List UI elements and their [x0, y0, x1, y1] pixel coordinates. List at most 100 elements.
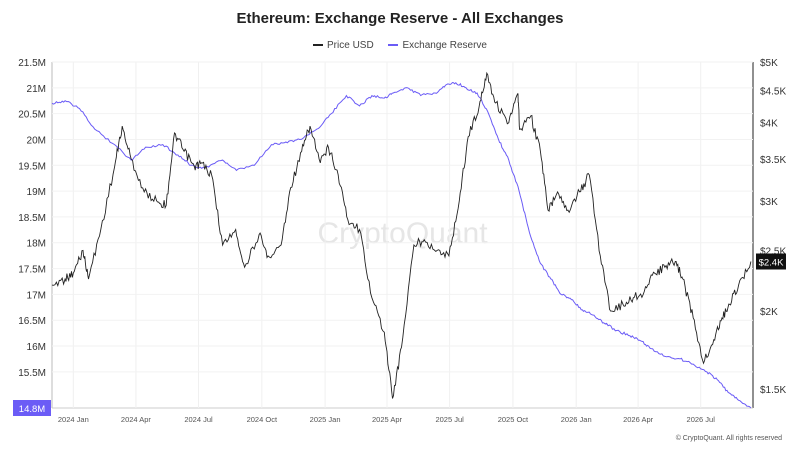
price-point[interactable] — [663, 266, 666, 269]
reserve-point[interactable] — [392, 91, 395, 94]
price-point[interactable] — [327, 146, 330, 149]
price-point[interactable] — [436, 249, 439, 252]
price-point[interactable] — [494, 101, 497, 104]
price-point[interactable] — [234, 228, 237, 231]
reserve-point[interactable] — [130, 159, 133, 162]
price-point[interactable] — [412, 244, 415, 247]
reserve-point[interactable] — [476, 91, 479, 94]
legend-item-reserve[interactable]: Exchange Reserve — [388, 40, 487, 51]
series-line-exchange-reserve[interactable] — [51, 81, 752, 409]
price-point[interactable] — [692, 316, 695, 319]
price-point[interactable] — [243, 266, 246, 269]
price-point[interactable] — [87, 278, 90, 281]
price-point[interactable] — [478, 105, 481, 108]
reserve-point[interactable] — [486, 110, 489, 113]
price-point[interactable] — [64, 278, 67, 281]
price-point[interactable] — [681, 278, 684, 281]
price-point[interactable] — [609, 310, 612, 313]
price-point[interactable] — [267, 254, 270, 257]
price-point[interactable] — [566, 209, 569, 212]
price-point[interactable] — [749, 260, 752, 263]
reserve-point[interactable] — [383, 97, 386, 100]
price-point[interactable] — [346, 218, 349, 221]
price-point[interactable] — [51, 284, 54, 287]
price-point[interactable] — [702, 362, 705, 365]
price-point[interactable] — [556, 190, 559, 193]
reserve-point[interactable] — [628, 334, 631, 337]
price-point[interactable] — [599, 254, 602, 257]
price-point[interactable] — [173, 132, 176, 135]
price-point[interactable] — [391, 397, 394, 400]
reserve-point[interactable] — [716, 378, 719, 381]
price-point[interactable] — [165, 204, 168, 207]
reserve-point[interactable] — [737, 399, 740, 402]
reserve-point[interactable] — [298, 138, 301, 141]
price-point[interactable] — [712, 338, 715, 341]
price-point[interactable] — [300, 150, 303, 153]
reserve-point[interactable] — [507, 159, 510, 162]
price-point[interactable] — [113, 165, 116, 168]
reserve-point[interactable] — [639, 339, 642, 342]
reserve-point[interactable] — [602, 321, 605, 324]
reserve-point[interactable] — [345, 94, 348, 97]
price-point[interactable] — [721, 316, 724, 319]
price-point[interactable] — [653, 272, 656, 275]
reserve-point[interactable] — [253, 164, 256, 167]
reserve-point[interactable] — [64, 99, 67, 102]
price-point[interactable] — [337, 173, 340, 176]
reserve-point[interactable] — [591, 314, 594, 317]
price-point[interactable] — [370, 296, 373, 299]
price-point[interactable] — [143, 190, 146, 193]
reserve-point[interactable] — [78, 107, 81, 110]
price-point[interactable] — [458, 199, 461, 202]
price-point[interactable] — [221, 244, 224, 247]
reserve-point[interactable] — [203, 166, 206, 169]
price-point[interactable] — [423, 238, 426, 241]
reserve-point[interactable] — [650, 347, 653, 350]
price-point[interactable] — [546, 209, 549, 212]
price-point[interactable] — [516, 92, 519, 95]
reserve-point[interactable] — [419, 94, 422, 97]
reserve-point[interactable] — [315, 128, 318, 131]
reserve-point[interactable] — [370, 94, 373, 97]
price-point[interactable] — [81, 249, 84, 252]
price-point[interactable] — [308, 125, 311, 128]
price-point[interactable] — [358, 228, 361, 231]
reserve-point[interactable] — [434, 91, 437, 94]
price-point[interactable] — [447, 254, 450, 257]
price-point[interactable] — [155, 199, 158, 202]
reserve-point[interactable] — [615, 329, 618, 332]
price-point[interactable] — [529, 114, 532, 117]
price-point[interactable] — [210, 173, 213, 176]
price-point[interactable] — [467, 135, 470, 138]
reserve-point[interactable] — [176, 153, 179, 156]
price-point[interactable] — [383, 331, 386, 334]
price-point[interactable] — [258, 233, 261, 236]
price-point[interactable] — [400, 346, 403, 349]
price-point[interactable] — [200, 161, 203, 164]
price-point[interactable] — [643, 290, 646, 293]
price-point[interactable] — [280, 244, 283, 247]
reserve-point[interactable] — [528, 231, 531, 234]
reserve-point[interactable] — [406, 86, 409, 89]
reserve-point[interactable] — [749, 407, 752, 410]
price-point[interactable] — [539, 150, 542, 153]
reserve-point[interactable] — [444, 84, 447, 87]
reserve-point[interactable] — [705, 370, 708, 373]
price-point[interactable] — [319, 161, 322, 164]
reserve-point[interactable] — [692, 363, 695, 366]
price-point[interactable] — [588, 173, 591, 176]
price-point[interactable] — [632, 296, 635, 299]
price-point[interactable] — [289, 186, 292, 189]
reserve-point[interactable] — [663, 355, 666, 358]
reserve-point[interactable] — [497, 138, 500, 141]
series-line-price-usd[interactable] — [51, 71, 752, 399]
reserve-point[interactable] — [189, 164, 192, 167]
legend-item-price[interactable]: Price USD — [313, 40, 374, 51]
reserve-point[interactable] — [270, 143, 273, 146]
reserve-point[interactable] — [465, 86, 468, 89]
reserve-point[interactable] — [113, 143, 116, 146]
reserve-point[interactable] — [679, 357, 682, 360]
price-point[interactable] — [99, 228, 102, 231]
